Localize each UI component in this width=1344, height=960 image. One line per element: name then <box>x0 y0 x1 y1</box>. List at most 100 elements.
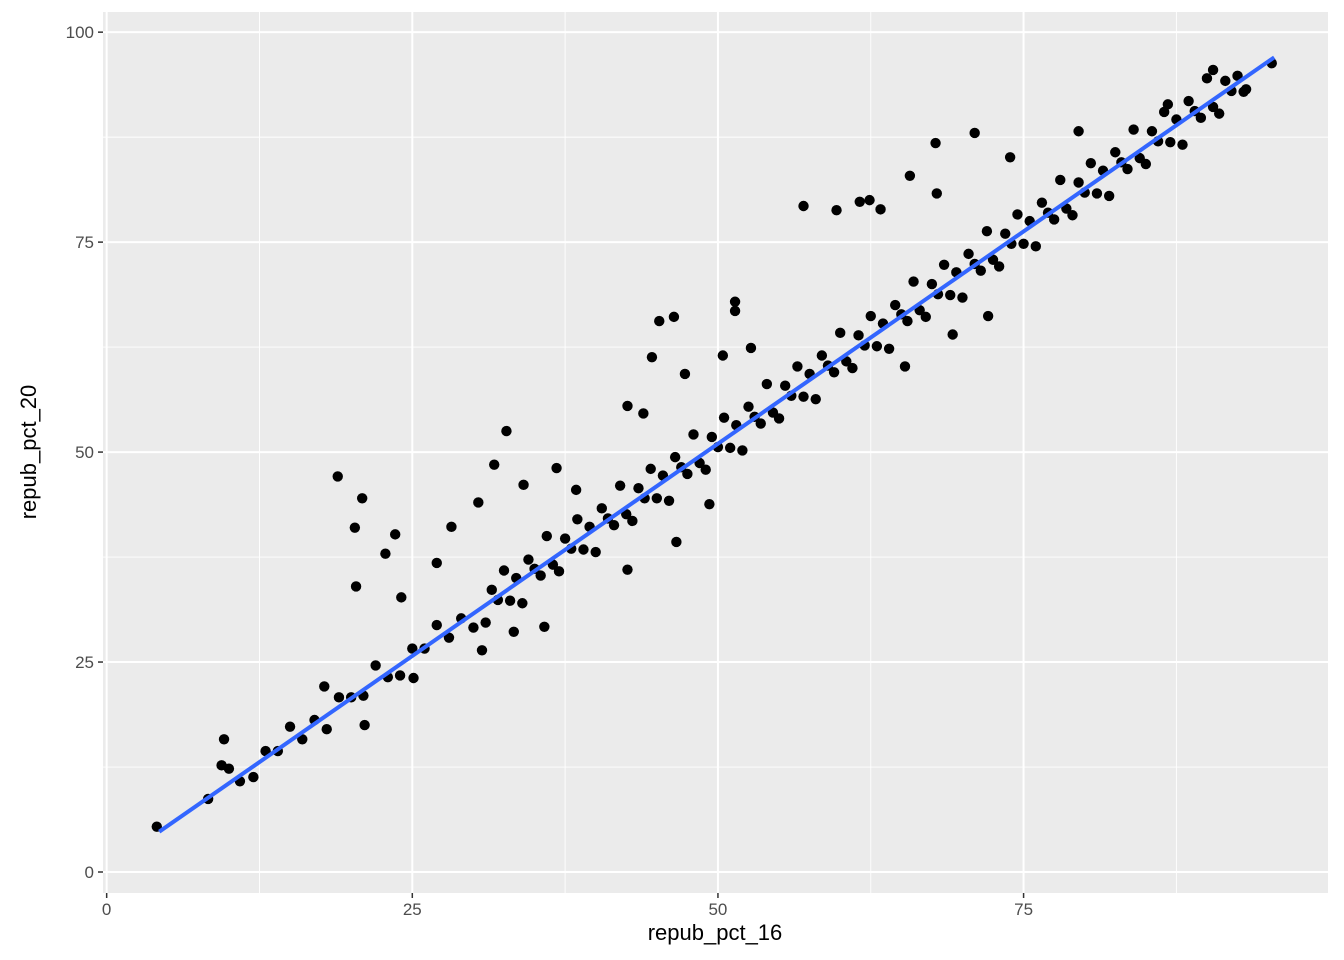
data-point <box>1048 214 1060 225</box>
data-point <box>248 771 259 783</box>
data-point <box>508 626 519 638</box>
data-point <box>489 459 500 470</box>
data-point <box>486 584 497 596</box>
data-point <box>370 660 381 671</box>
data-point <box>987 254 999 265</box>
data-point <box>1165 136 1176 148</box>
data-point <box>963 248 974 260</box>
data-point <box>679 368 691 380</box>
data-point <box>931 188 942 199</box>
data-point <box>854 196 865 208</box>
data-point <box>1158 106 1170 118</box>
data-point <box>539 621 550 632</box>
data-point <box>651 493 663 504</box>
data-point <box>700 464 711 475</box>
data-point <box>761 378 773 390</box>
data-point <box>446 521 457 533</box>
data-point <box>792 361 803 372</box>
data-point <box>408 672 419 684</box>
data-point <box>1207 64 1219 76</box>
data-point <box>957 292 968 303</box>
regression-line <box>158 55 1276 834</box>
data-point <box>729 305 741 317</box>
data-point <box>1085 157 1097 169</box>
data-point <box>646 351 658 363</box>
data-point <box>743 401 754 412</box>
data-point <box>981 226 993 237</box>
x-tick-label: 0 <box>102 900 111 919</box>
data-point <box>1207 101 1219 113</box>
data-point <box>518 479 529 491</box>
data-point <box>622 564 633 575</box>
data-point <box>729 296 741 307</box>
data-point <box>875 204 886 215</box>
data-point <box>1067 210 1078 221</box>
data-point <box>718 412 730 423</box>
data-point <box>945 289 956 301</box>
data-point <box>1128 124 1139 135</box>
data-point <box>663 495 675 506</box>
data-point <box>798 200 809 212</box>
fit-line-group <box>158 55 1276 834</box>
data-point <box>779 380 791 391</box>
data-point <box>871 341 883 352</box>
data-point <box>975 265 986 276</box>
data-point <box>671 536 682 548</box>
data-point <box>1004 152 1016 163</box>
data-point <box>816 350 828 361</box>
data-point <box>1122 163 1133 175</box>
data-point <box>1036 197 1048 208</box>
y-tick-label: 25 <box>75 653 94 672</box>
data-point <box>773 413 785 424</box>
data-point <box>704 498 715 510</box>
data-point <box>473 497 484 508</box>
data-point <box>359 719 370 731</box>
data-point <box>1110 147 1121 158</box>
data-point <box>938 259 950 270</box>
data-point <box>1146 126 1158 137</box>
data-point <box>706 431 718 443</box>
data-point <box>1055 174 1066 186</box>
data-point <box>431 619 442 631</box>
data-point <box>810 393 821 405</box>
data-point <box>883 343 895 354</box>
data-point <box>864 194 875 206</box>
y-tick-label: 50 <box>75 443 94 462</box>
data-point <box>332 471 343 482</box>
data-point <box>523 554 534 565</box>
data-point <box>828 367 840 378</box>
data-point <box>920 311 931 323</box>
x-axis-title: repub_pct_16 <box>648 920 783 945</box>
data-point <box>223 763 235 774</box>
data-point <box>1103 190 1115 202</box>
major-gridlines <box>103 12 1328 893</box>
data-point <box>501 425 512 437</box>
data-point <box>319 681 330 692</box>
data-point <box>578 544 589 555</box>
data-point <box>831 205 842 216</box>
data-point <box>1195 112 1207 124</box>
axes: 0 25 50 75 0 25 50 75 100 <box>66 23 1033 919</box>
data-point <box>1000 228 1011 239</box>
data-point <box>755 418 766 429</box>
data-point <box>724 442 736 454</box>
data-point <box>1140 158 1152 170</box>
data-point <box>407 643 418 654</box>
y-tick-label: 0 <box>85 863 94 882</box>
data-point <box>570 484 582 496</box>
data-point <box>627 515 638 527</box>
data-point <box>394 670 406 681</box>
data-point <box>297 734 308 745</box>
data-point <box>551 462 562 474</box>
data-point <box>350 581 362 592</box>
data-point <box>535 570 546 581</box>
data-point <box>1213 108 1225 119</box>
data-point <box>553 566 565 577</box>
data-point <box>614 480 626 491</box>
data-point <box>504 595 516 606</box>
data-point <box>835 327 846 339</box>
data-point <box>745 342 757 354</box>
data-point <box>688 429 699 440</box>
data-point <box>902 315 913 327</box>
